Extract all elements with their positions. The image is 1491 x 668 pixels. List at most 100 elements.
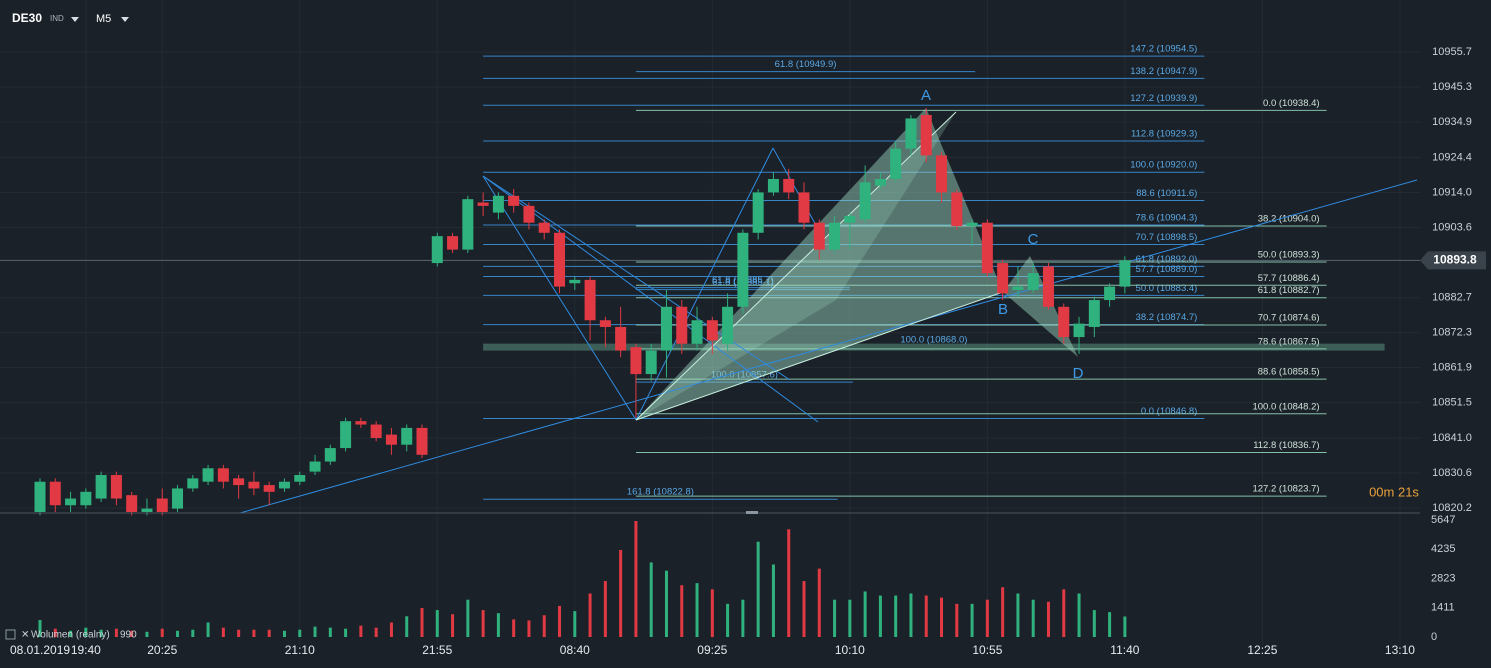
volume-bar [649,562,653,637]
candle-body [278,481,290,489]
volume-bar [634,520,638,637]
candle-body [477,202,489,206]
volume-bar [374,627,378,637]
candle-body [492,195,504,213]
volume-bar [176,630,180,637]
candle-body [202,468,214,482]
volume-bar [787,529,791,637]
y-tick-label: 10861.9 [1432,362,1472,374]
fib-label: 61.8 (10892.0) [1136,254,1198,265]
candle-body [691,320,703,344]
fib-label: 57.7 (10886.4) [1258,273,1320,284]
axes: 10955.7 10945.3 10934.9 10924.4 10914.0 10903… [10,46,1486,657]
volume-bar [206,622,210,637]
candle-body [554,232,566,287]
fib-label: 88.6 (10911.6) [1136,188,1197,199]
point-label: A [921,87,931,104]
candle-body [1119,260,1131,287]
volume-bar [817,568,821,637]
x-tick-label: 12:25 [1247,643,1277,657]
volume-bar [848,599,852,637]
toolbar: DE30 IND M5 [12,11,129,25]
candle-body [462,199,474,250]
volume-bar [344,628,348,637]
candle-body [706,320,718,341]
volume-tick-label: 4235 [1431,543,1455,555]
x-tick-label: 21:55 [422,643,452,657]
y-tick-label: 10841.0 [1432,432,1472,444]
pane-handle[interactable] [746,511,758,514]
symbol[interactable]: DE30 [12,11,42,25]
fib-label: 70.7 (10874.6) [1258,312,1320,323]
volume-bar [863,591,867,637]
dropdown-arrow[interactable] [121,17,129,22]
date-label: 08.01.2019 [10,643,70,657]
candle-body [615,326,627,351]
candle-body [187,478,199,489]
y-tick-label: 10955.7 [1432,46,1472,58]
y-tick-label: 10882.7 [1432,292,1472,304]
fib-label: 112.8 (10836.7) [1253,440,1319,451]
volume-bar [405,616,409,637]
volume-bar [771,564,775,637]
y-tick-label: 10830.6 [1432,467,1472,479]
candle-body [447,236,459,250]
y-tick-label: 10924.4 [1432,151,1472,163]
candle-body [920,115,932,156]
volume-tick-label: 1411 [1431,602,1455,614]
candle-body [1058,306,1070,338]
pattern-points: A B C D [921,87,1084,382]
candle-body [1073,323,1085,338]
x-tick-label: 19:40 [71,643,101,657]
candle-body [859,182,871,220]
volume-bar [680,585,684,637]
legend-icon[interactable]: ✕ [21,630,29,641]
legend-icon[interactable] [5,629,16,640]
y-tick-label: 10903.6 [1432,221,1472,233]
volume-bar [1046,601,1050,637]
timeframe[interactable]: M5 [96,13,111,25]
volume-tick-label: 0 [1431,631,1437,643]
volume-bar [435,610,439,637]
volume-bar [619,549,623,637]
x-tick-label: 20:25 [147,643,177,657]
volume-bar [542,615,546,637]
candle-body [141,508,153,512]
candle-body [1042,266,1054,307]
volume-bar [191,629,195,637]
candle-body [599,320,611,327]
candle-body [660,306,672,351]
x-tick-label: 09:25 [697,643,727,657]
candle-body [722,306,734,344]
volume-bar [53,628,57,637]
dropdown-arrow[interactable] [71,17,79,22]
candle-body [966,222,978,227]
candle-body [508,195,520,206]
candle-body [1104,286,1116,301]
candle-body [538,222,550,233]
fib-label: 88.6 (10858.5) [1258,367,1320,378]
market[interactable]: IND [50,14,64,23]
volume-bar [1123,616,1127,637]
volume-bar [267,629,271,637]
volume-bar [38,620,42,637]
candle-body [798,192,810,223]
volume-bar [894,595,898,637]
volume-bar [1108,612,1112,637]
volume-bar [420,607,424,637]
candle-body [431,236,443,264]
candle-body [874,178,886,186]
fib-label: 78.6 (10904.3) [1136,213,1198,224]
candle-body [569,279,581,284]
volume-bar [359,625,363,637]
volume-bar [726,603,730,637]
candle-body [890,148,902,179]
candle-body [1088,300,1100,327]
volume-bar [970,603,974,637]
candle-body [294,474,306,482]
fib-label: 0.0 (10846.8) [1141,406,1198,417]
trend-line [482,175,819,423]
fib-label: 0.0 (10938.4) [1263,98,1320,109]
